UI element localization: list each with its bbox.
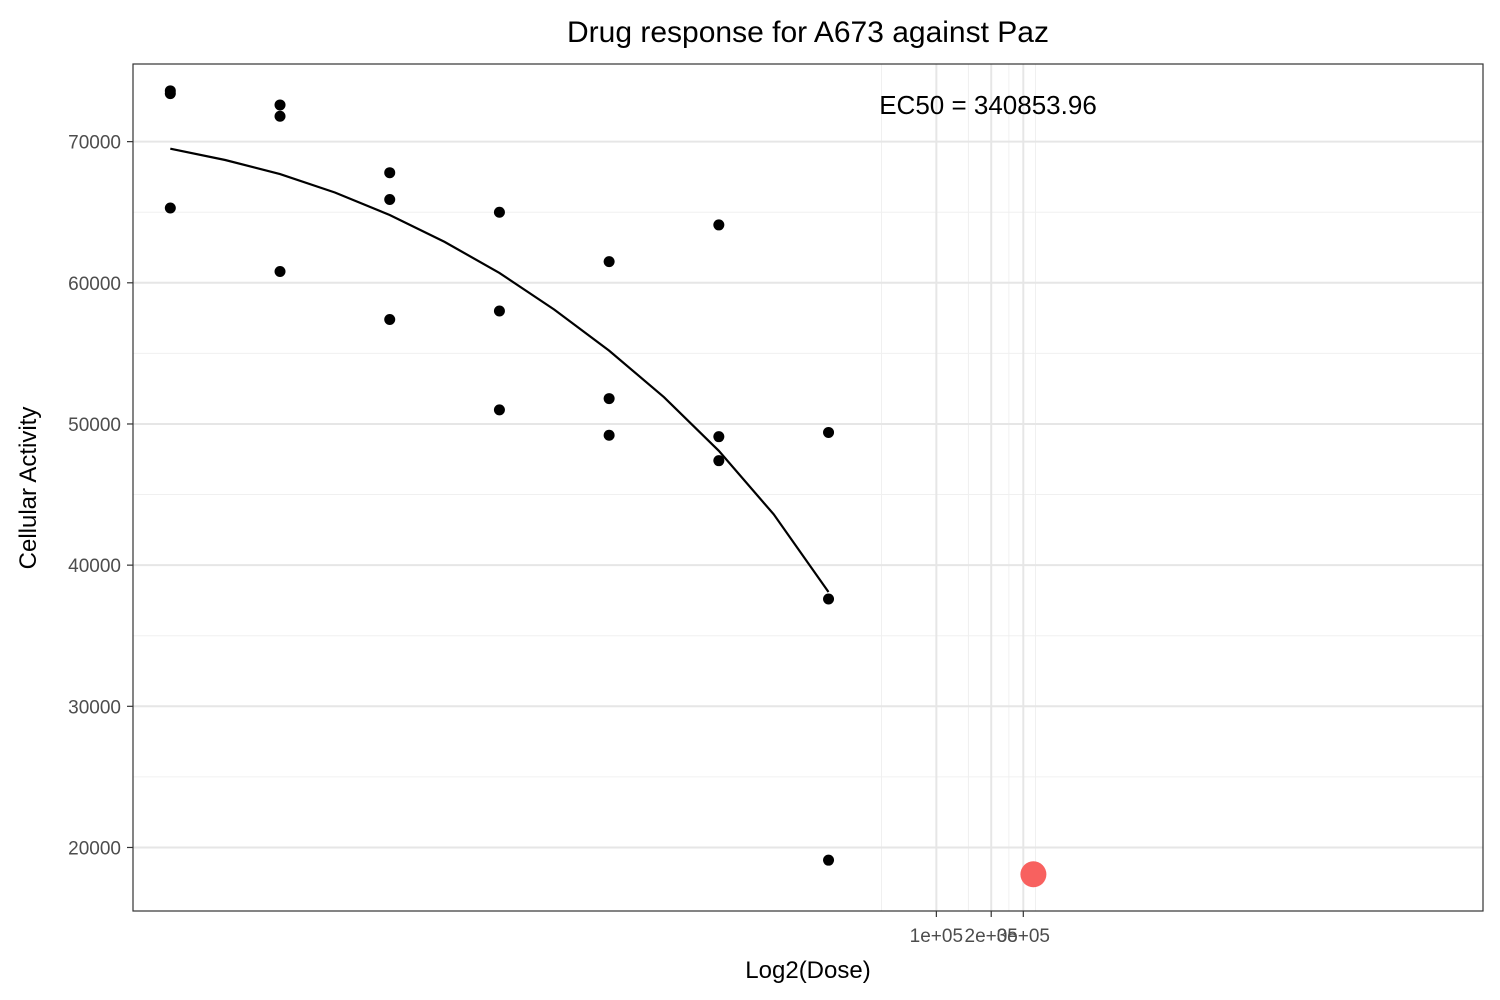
- x-tick-label: 3e+05: [997, 926, 1050, 947]
- data-point: [823, 854, 835, 866]
- grid-minor: [133, 64, 1483, 911]
- fit-curve-layer: [170, 147, 830, 593]
- data-point: [603, 429, 615, 441]
- data-point: [274, 110, 286, 122]
- data-point: [384, 314, 396, 326]
- data-point: [713, 455, 725, 467]
- grid-major: [133, 64, 1483, 911]
- panel-border: [132, 63, 1484, 912]
- data-point: [713, 219, 725, 231]
- data-point: [493, 206, 505, 218]
- data-point: [384, 194, 396, 206]
- x-tick-label: 2e+05: [965, 926, 1018, 947]
- ec50-annotation: EC50 = 340853.96: [879, 90, 1097, 120]
- y-tick-label: 30000: [68, 697, 121, 718]
- y-tick-label: 40000: [68, 556, 121, 577]
- data-point: [164, 88, 176, 100]
- points-layer: [164, 85, 1047, 888]
- data-point: [603, 256, 615, 268]
- y-tick-label: 60000: [68, 274, 121, 295]
- data-point: [713, 431, 725, 443]
- data-point: [823, 593, 835, 605]
- ec50-point: [1020, 861, 1047, 888]
- data-point: [493, 305, 505, 317]
- y-tick-label: 50000: [68, 415, 121, 436]
- chart-title: Drug response for A673 against Paz: [567, 16, 1049, 49]
- data-point: [823, 426, 835, 438]
- x-axis-title: Log2(Dose): [745, 957, 870, 984]
- data-point: [603, 393, 615, 405]
- fit-curve: [170, 147, 830, 593]
- data-point: [274, 99, 286, 111]
- y-tick-label: 70000: [68, 133, 121, 154]
- x-tick-label: 1e+05: [910, 926, 963, 947]
- y-axis-title: Cellular Activity: [15, 407, 42, 570]
- y-axis-ticks: 20000 30000 40000 50000 60000 70000: [68, 133, 133, 859]
- data-point: [384, 167, 396, 179]
- y-tick-label: 20000: [68, 838, 121, 859]
- data-point: [164, 202, 176, 214]
- data-point: [493, 404, 505, 416]
- data-point: [274, 266, 286, 278]
